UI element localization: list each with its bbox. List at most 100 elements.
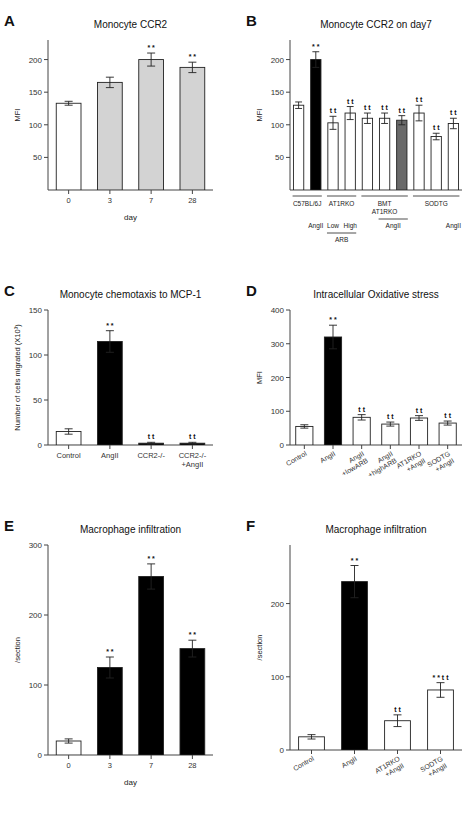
error-bar <box>65 739 73 743</box>
marks <box>56 331 205 445</box>
y-tick-label: 300 <box>29 541 43 550</box>
y-tick-label: 200 <box>271 374 285 383</box>
x-tick <box>151 755 152 759</box>
bar <box>98 342 123 446</box>
y-axis-line <box>48 310 49 445</box>
y-tick <box>44 545 48 546</box>
significance-label: t t <box>433 124 440 131</box>
x-tick <box>192 445 193 449</box>
bar <box>342 582 368 750</box>
text-line: +AngII <box>427 762 449 779</box>
x-tick <box>354 750 355 754</box>
y-tick-label: 200 <box>271 56 285 65</box>
x-tick <box>304 445 305 449</box>
panel: FMacrophage infiltration/section0100200*… <box>246 517 462 782</box>
y-tick-label: 50 <box>33 396 42 405</box>
y-tick-label: 50 <box>275 153 284 162</box>
bar <box>362 118 372 190</box>
x-tick <box>390 445 391 449</box>
bar <box>414 113 424 190</box>
panel-letter: D <box>246 282 257 299</box>
x-tick-label: 28 <box>188 761 196 770</box>
text-line: 0 <box>67 761 71 770</box>
error-bar <box>330 116 337 129</box>
panel-letter: A <box>4 12 15 29</box>
y-tick-label: 200 <box>29 611 43 620</box>
x-tick-label: Control <box>292 755 315 773</box>
text-line: 28 <box>188 196 196 205</box>
y-axis-label: /section <box>13 637 22 663</box>
bar <box>410 418 427 445</box>
marks <box>56 53 205 190</box>
x-tick-label: Control <box>285 450 308 468</box>
marks <box>293 52 458 190</box>
bar <box>139 443 164 445</box>
text-line: 7 <box>149 196 153 205</box>
significance-label: * * <box>189 53 197 60</box>
significance-label: * * <box>351 557 359 564</box>
x-tick <box>333 445 334 449</box>
title: Monocyte CCR2 <box>94 19 168 30</box>
marks <box>56 564 205 755</box>
significance-label: t t <box>330 107 337 114</box>
x-tick <box>151 190 152 194</box>
y-tick-label: 200 <box>271 600 285 609</box>
y-tick <box>286 343 290 344</box>
x-tick-label: AngII+highARB <box>363 450 399 480</box>
panel: BMonocyte CCR2 on day7MFI50100150200* *t… <box>246 12 462 243</box>
text-line: 3 <box>108 761 112 770</box>
significance-label: * * t t <box>433 674 450 681</box>
bar <box>379 118 389 190</box>
x-tick-label: AngII+lowARB <box>337 450 370 478</box>
bar <box>56 103 81 190</box>
text-line: +AngII <box>384 762 406 779</box>
significance-label: * * <box>147 44 155 51</box>
x-tick <box>68 755 69 759</box>
y-tick <box>44 355 48 356</box>
significance-label: t t <box>444 412 451 419</box>
y-axis-label: MFI <box>255 371 264 384</box>
text-line: Control <box>292 755 315 773</box>
y-tick-label: 0 <box>38 441 43 450</box>
bar <box>397 120 407 190</box>
marks <box>296 325 457 445</box>
y-tick-label: 0 <box>38 751 43 760</box>
error-bar <box>65 429 73 434</box>
x-tick-label: AT1RKO+AngII <box>374 755 406 783</box>
x-axis-label: day <box>124 778 137 787</box>
y-tick <box>286 310 290 311</box>
text-line: 3 <box>108 196 112 205</box>
x-tick <box>192 190 193 194</box>
y-axis-label: MFI <box>255 109 264 122</box>
significance-label: t t <box>416 407 423 414</box>
y-tick <box>44 124 48 125</box>
error-bar <box>188 62 196 72</box>
significance-label: t t <box>381 104 388 111</box>
figure: AMonocyte CCR2MFI50100150200* ** *03728d… <box>0 0 474 836</box>
y-axis-label: /section <box>255 635 264 661</box>
y-tick-label: 150 <box>29 306 43 315</box>
significance-label: * * <box>312 43 320 50</box>
x-tick-label: 3 <box>108 761 112 770</box>
significance-label: * * <box>106 322 114 329</box>
x-tick <box>361 445 362 449</box>
y-tick <box>286 676 290 677</box>
x-tick <box>68 445 69 449</box>
sub-label: ARB <box>335 236 348 243</box>
bar <box>139 60 164 190</box>
bar <box>448 123 458 190</box>
group-label: AT1RKO <box>329 200 355 207</box>
error-bar <box>351 566 359 598</box>
x-tick <box>109 445 110 449</box>
error-bar <box>386 422 394 426</box>
sub-label: AngII <box>386 222 401 230</box>
y-tick <box>286 750 290 751</box>
x-tick <box>109 755 110 759</box>
error-bar <box>106 331 114 353</box>
bar <box>180 443 205 445</box>
error-bar <box>358 415 366 420</box>
bar <box>98 82 123 190</box>
y-tick-label: 50 <box>33 153 42 162</box>
error-bar <box>347 107 354 120</box>
x-tick <box>151 445 152 449</box>
